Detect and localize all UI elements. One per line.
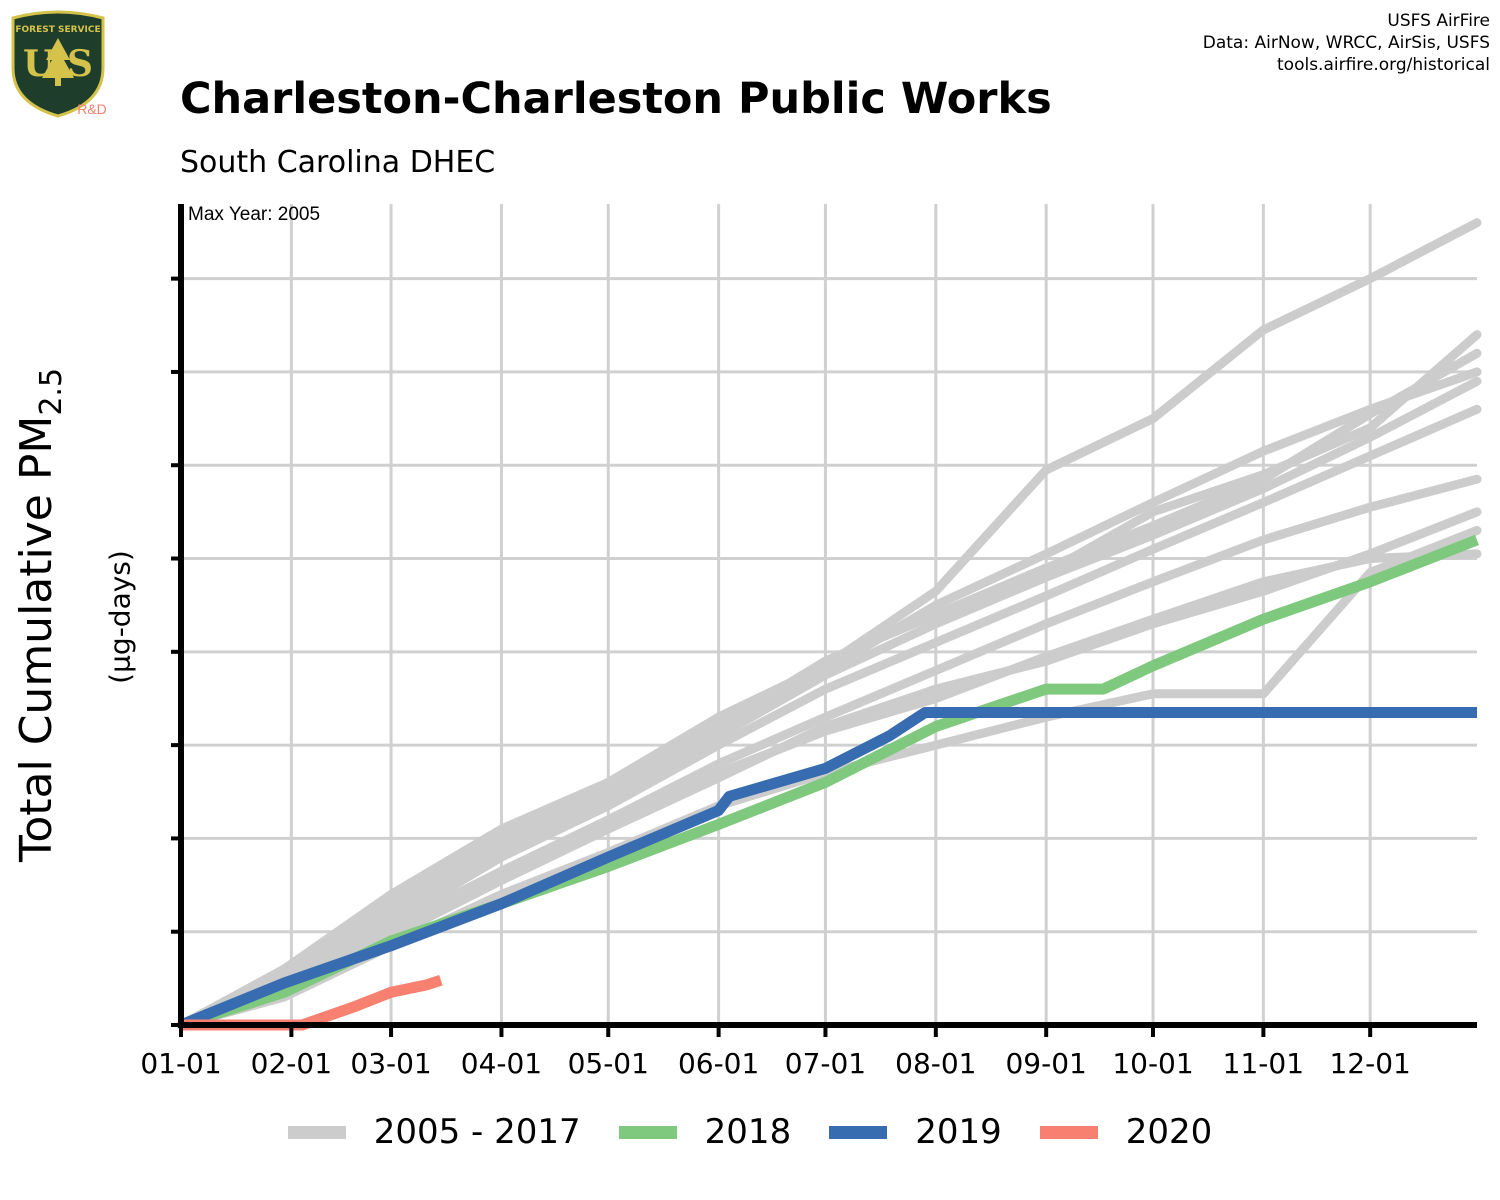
y-axis-label: Total Cumulative PM2.5 [11, 368, 69, 862]
x-tick-label-1: 02-01 [251, 1047, 332, 1080]
x-tick-label-3: 04-01 [461, 1047, 542, 1080]
y-axis-label-text: Total Cumulative PM [11, 415, 63, 863]
legend-swatch-2018 [618, 1125, 677, 1139]
y-axis-label-subscript: 2.5 [33, 367, 69, 416]
legend-swatch-2020 [1039, 1125, 1098, 1139]
legend-item-2019: 2019 [829, 1112, 1002, 1152]
x-tick-label-4: 05-01 [568, 1047, 649, 1080]
logo-rd-tag: R&D [77, 101, 107, 117]
legend-item-2020: 2020 [1039, 1112, 1213, 1152]
legend-label-2020: 2020 [1125, 1112, 1213, 1152]
x-tick-label-9: 10-01 [1112, 1047, 1193, 1080]
x-tick-label-7: 08-01 [895, 1047, 976, 1080]
y-axis-units: (µg-days) [103, 550, 137, 684]
legend: 2005 - 2017 2018 2019 2020 [0, 1112, 1500, 1152]
x-tick-label-0: 01-01 [140, 1047, 221, 1080]
x-tick-label-10: 11-01 [1223, 1047, 1304, 1080]
x-tick-label-6: 07-01 [785, 1047, 866, 1080]
x-tick-label-2: 03-01 [350, 1047, 431, 1080]
chart-title: Charleston-Charleston Public Works [180, 74, 1052, 124]
source-credits: USFS AirFire Data: AirNow, WRCC, AirSis,… [1203, 10, 1490, 76]
series-line-history-0 [176, 218, 1482, 1030]
legend-item-2018: 2018 [618, 1112, 792, 1152]
usfs-logo: FOREST SERVICE U S R&D [8, 8, 108, 118]
max-year-annotation: Max Year: 2005 [188, 204, 321, 225]
legend-label-2019: 2019 [915, 1112, 1002, 1152]
series-line-2019 [178, 707, 1477, 1031]
series-line-history-8 [176, 367, 1482, 1030]
x-tick-label-8: 09-01 [1005, 1047, 1086, 1080]
legend-label-history: 2005 - 2017 [373, 1112, 581, 1152]
x-tick-label-11: 12-01 [1329, 1047, 1410, 1080]
chart-subtitle: South Carolina DHEC [180, 145, 496, 180]
source-line-2: Data: AirNow, WRCC, AirSis, USFS [1202, 33, 1490, 53]
series-line-history-9 [176, 549, 1482, 1030]
svg-text:FOREST SERVICE: FOREST SERVICE [15, 25, 100, 35]
legend-label-2018: 2018 [704, 1112, 792, 1152]
x-tick-label-5: 06-01 [678, 1047, 759, 1080]
source-line-1: USFS AirFire [1387, 11, 1490, 31]
legend-swatch-history [287, 1125, 346, 1139]
legend-item-history: 2005 - 2017 [287, 1112, 581, 1152]
source-line-3: tools.airfire.org/historical [1277, 55, 1490, 75]
legend-swatch-2019 [829, 1125, 888, 1139]
